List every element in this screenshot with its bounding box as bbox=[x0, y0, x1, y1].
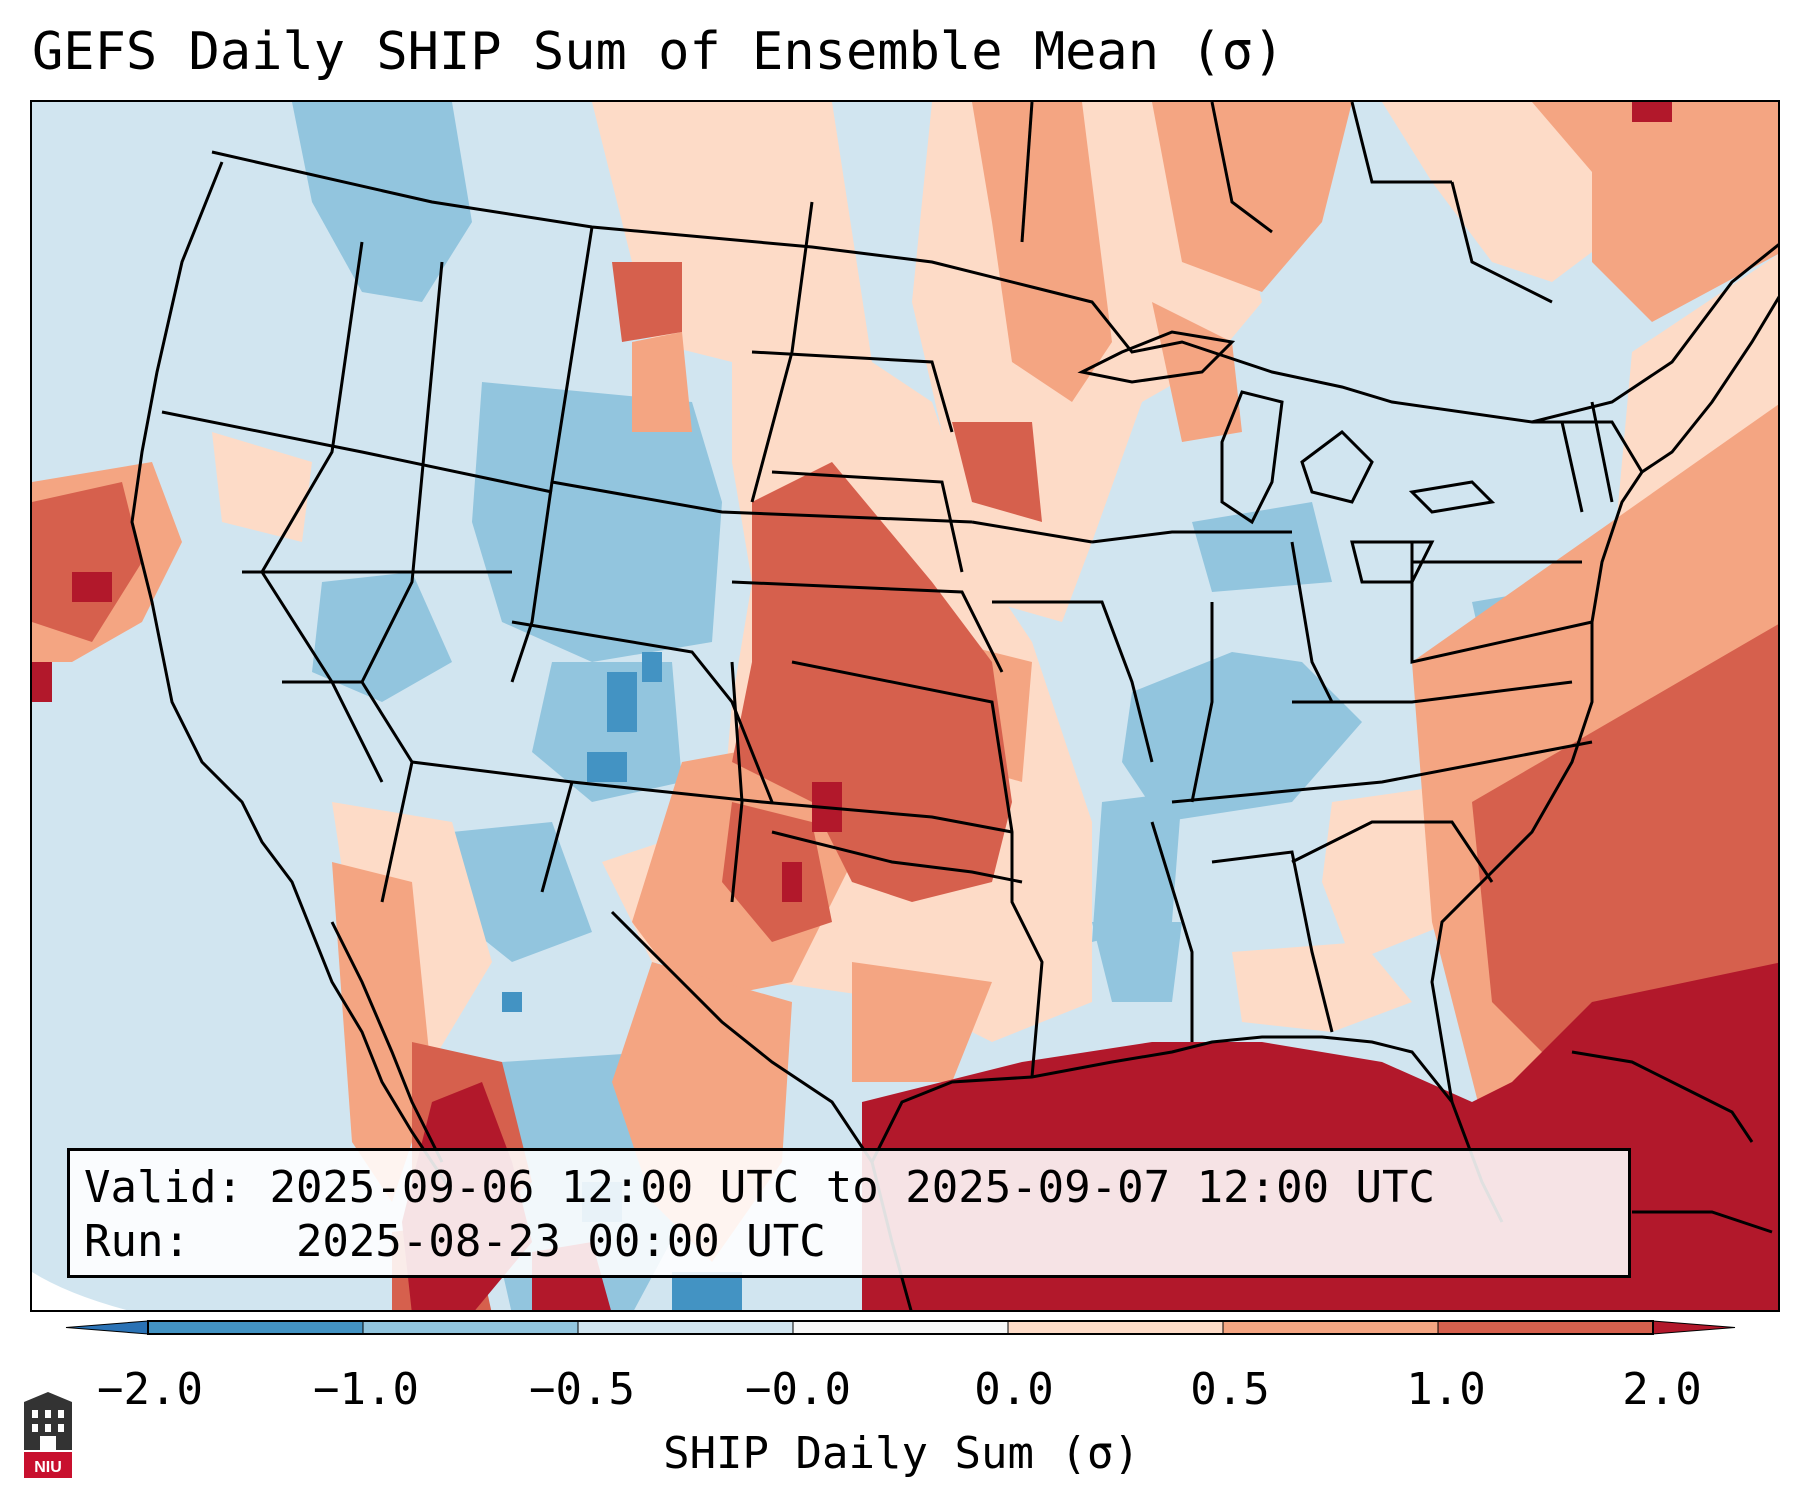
colorbar-bin bbox=[65, 1320, 149, 1335]
logo-text: NIU bbox=[34, 1459, 62, 1476]
colorbar-bin bbox=[1437, 1320, 1654, 1335]
run-label: Run: bbox=[84, 1216, 190, 1267]
valid-run-infobox: Valid: 2025-09-06 12:00 UTC to 2025-09-0… bbox=[67, 1148, 1631, 1278]
colorbar-bin bbox=[1007, 1320, 1224, 1335]
colorbar-tick-label: −0.0 bbox=[745, 1364, 851, 1415]
boundary-lines bbox=[130, 102, 1778, 1310]
colorbar-tick-label: 2.0 bbox=[1622, 1364, 1702, 1415]
colorbar-tick-label: 0.5 bbox=[1190, 1364, 1270, 1415]
colorbar-bin bbox=[1652, 1320, 1736, 1335]
valid-value: 2025-09-06 12:00 UTC to 2025-09-07 12:00… bbox=[269, 1162, 1436, 1213]
colorbar bbox=[65, 1320, 1736, 1335]
niu-logo: NIU bbox=[24, 1392, 72, 1478]
colorbar-label: SHIP Daily Sum (σ) bbox=[663, 1428, 1140, 1479]
chart-title: GEFS Daily SHIP Sum of Ensemble Mean (σ) bbox=[32, 22, 1285, 82]
projection-edge bbox=[32, 1272, 127, 1310]
colorbar-tick-label: −2.0 bbox=[97, 1364, 203, 1415]
colorbar-bin bbox=[577, 1320, 794, 1335]
map-panel bbox=[30, 100, 1780, 1312]
map-canvas bbox=[32, 102, 1778, 1310]
colorbar-bin bbox=[147, 1320, 364, 1335]
colorbar-bin bbox=[1222, 1320, 1439, 1335]
run-value: 2025-08-23 00:00 UTC bbox=[295, 1216, 826, 1267]
colorbar-tick-label: −0.5 bbox=[529, 1364, 635, 1415]
valid-label: Valid: bbox=[84, 1162, 243, 1213]
colorbar-tick-label: 0.0 bbox=[974, 1364, 1054, 1415]
colorbar-tick-label: 1.0 bbox=[1406, 1364, 1486, 1415]
colorbar-bin bbox=[792, 1320, 1009, 1335]
colorbar-bin bbox=[362, 1320, 579, 1335]
colorbar-tick-label: −1.0 bbox=[313, 1364, 419, 1415]
